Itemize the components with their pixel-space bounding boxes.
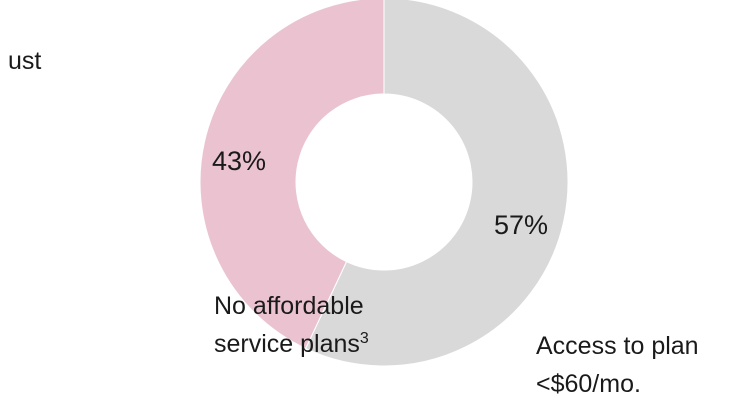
category-label-access-line1: Access to plan bbox=[536, 332, 699, 360]
category-label-no-affordable-text: service plans bbox=[214, 330, 360, 358]
footnote-marker: 3 bbox=[359, 330, 369, 347]
category-label-no-affordable-line1: No affordable bbox=[214, 292, 364, 320]
data-label-no-affordable: 43% bbox=[212, 146, 267, 176]
truncated-text-fragment: ust bbox=[8, 47, 42, 75]
category-label-no-affordable-line2: service plans3 bbox=[214, 325, 369, 363]
category-label-access-line2: <$60/mo. bbox=[536, 370, 641, 398]
slice-no-affordable bbox=[199, 0, 385, 350]
slice-access-to-plan bbox=[304, 0, 569, 367]
data-label-access-to-plan: 57% bbox=[494, 210, 549, 240]
